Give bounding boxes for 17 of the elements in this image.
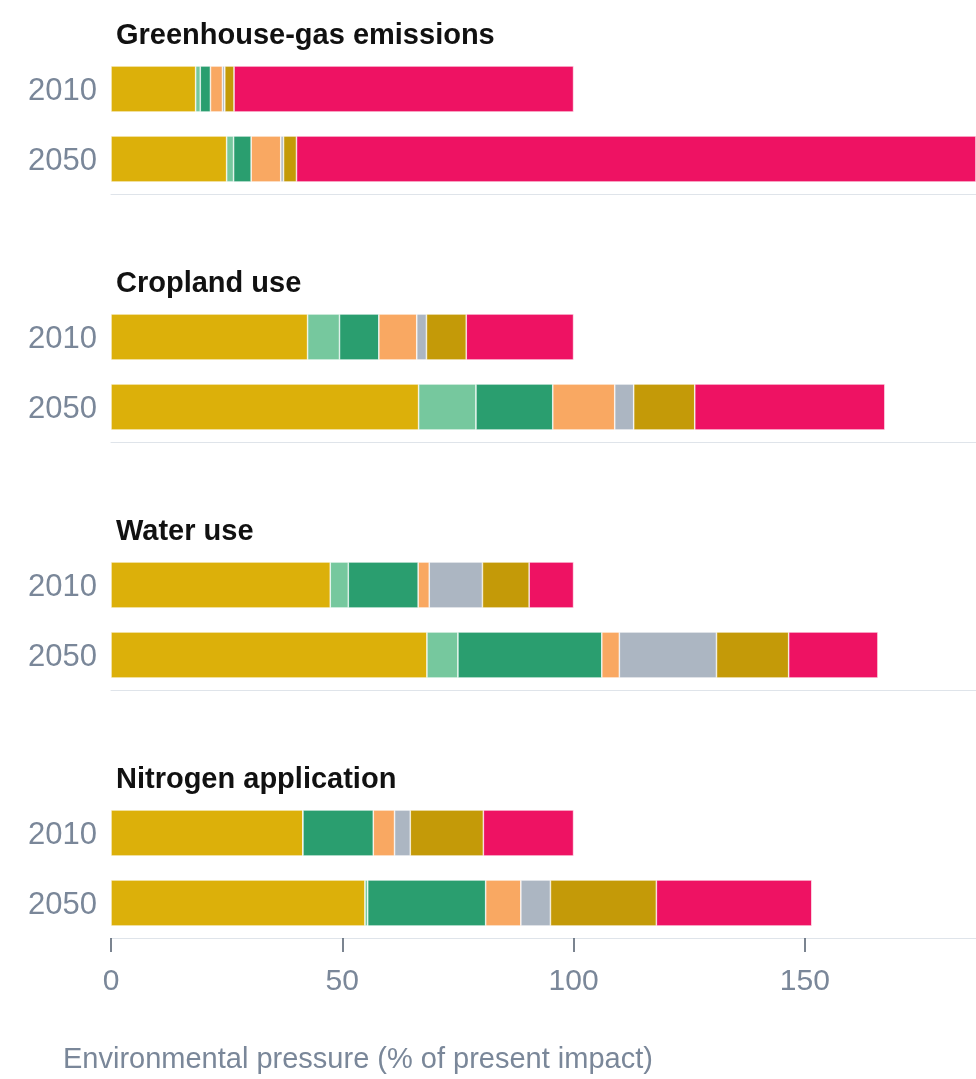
y-tick-label: 2010 [28, 815, 97, 851]
y-tick-label: 2050 [28, 141, 97, 177]
chart-title: Nitrogen application [116, 761, 397, 794]
x-axis-title: Environmental pressure (% of present impact) [63, 1041, 653, 1074]
y-tick-label: 2050 [28, 637, 97, 673]
x-tick-label: 0 [102, 962, 120, 996]
chart-title: Greenhouse-gas emissions [116, 17, 495, 50]
y-tick-label: 2010 [28, 319, 97, 355]
y-tick-label: 2050 [28, 389, 97, 425]
x-tick-label: 50 [325, 962, 359, 996]
x-tick-label: 100 [548, 962, 599, 996]
y-tick-label: 2050 [28, 885, 97, 921]
y-tick-label: 2010 [28, 567, 97, 603]
x-tick-label: 150 [779, 962, 830, 996]
y-tick-label: 2010 [28, 71, 97, 107]
chart-title: Cropland use [116, 265, 302, 298]
chart-title: Water use [116, 513, 254, 546]
